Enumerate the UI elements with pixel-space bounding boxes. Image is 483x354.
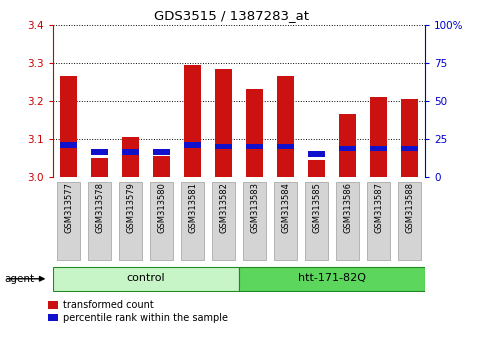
Bar bbox=[91, 149, 108, 155]
Bar bbox=[277, 144, 294, 149]
Bar bbox=[246, 90, 263, 177]
FancyBboxPatch shape bbox=[274, 182, 297, 260]
Text: GSM313582: GSM313582 bbox=[219, 182, 228, 233]
FancyBboxPatch shape bbox=[150, 182, 173, 260]
Bar bbox=[308, 160, 325, 177]
FancyBboxPatch shape bbox=[54, 267, 239, 291]
FancyBboxPatch shape bbox=[57, 182, 80, 260]
Text: GSM313587: GSM313587 bbox=[374, 182, 383, 233]
Bar bbox=[91, 158, 108, 177]
FancyBboxPatch shape bbox=[243, 182, 266, 260]
Text: GSM313584: GSM313584 bbox=[281, 182, 290, 233]
FancyBboxPatch shape bbox=[182, 182, 204, 260]
FancyBboxPatch shape bbox=[119, 182, 142, 260]
Bar bbox=[215, 69, 232, 177]
Text: GSM313578: GSM313578 bbox=[95, 182, 104, 233]
Text: GSM313581: GSM313581 bbox=[188, 182, 197, 233]
Bar bbox=[339, 145, 356, 151]
Text: GSM313579: GSM313579 bbox=[126, 182, 135, 233]
Bar bbox=[308, 151, 325, 157]
FancyBboxPatch shape bbox=[398, 182, 421, 260]
Bar bbox=[60, 76, 77, 177]
Text: GSM313577: GSM313577 bbox=[64, 182, 73, 233]
Bar bbox=[122, 149, 139, 155]
Text: GSM313586: GSM313586 bbox=[343, 182, 352, 233]
Bar bbox=[401, 145, 418, 151]
Bar bbox=[153, 149, 170, 155]
Bar bbox=[246, 144, 263, 149]
Bar bbox=[215, 144, 232, 149]
FancyBboxPatch shape bbox=[88, 182, 111, 260]
Text: control: control bbox=[127, 273, 165, 283]
Bar bbox=[277, 76, 294, 177]
Bar bbox=[401, 99, 418, 177]
Bar bbox=[184, 65, 201, 177]
Text: GSM313585: GSM313585 bbox=[312, 182, 321, 233]
FancyBboxPatch shape bbox=[305, 182, 328, 260]
Legend: transformed count, percentile rank within the sample: transformed count, percentile rank withi… bbox=[48, 301, 228, 323]
Text: GSM313588: GSM313588 bbox=[405, 182, 414, 233]
FancyBboxPatch shape bbox=[240, 267, 425, 291]
FancyBboxPatch shape bbox=[368, 182, 390, 260]
Bar bbox=[153, 156, 170, 177]
Bar bbox=[184, 142, 201, 148]
Bar bbox=[122, 137, 139, 177]
FancyBboxPatch shape bbox=[213, 182, 235, 260]
Bar bbox=[370, 97, 387, 177]
FancyBboxPatch shape bbox=[336, 182, 359, 260]
Text: agent: agent bbox=[5, 274, 35, 284]
Text: GSM313583: GSM313583 bbox=[250, 182, 259, 233]
Text: GDS3515 / 1387283_at: GDS3515 / 1387283_at bbox=[155, 9, 309, 22]
Bar bbox=[339, 114, 356, 177]
Text: htt-171-82Q: htt-171-82Q bbox=[298, 273, 366, 283]
Bar bbox=[370, 145, 387, 151]
Bar bbox=[60, 142, 77, 148]
Text: GSM313580: GSM313580 bbox=[157, 182, 166, 233]
